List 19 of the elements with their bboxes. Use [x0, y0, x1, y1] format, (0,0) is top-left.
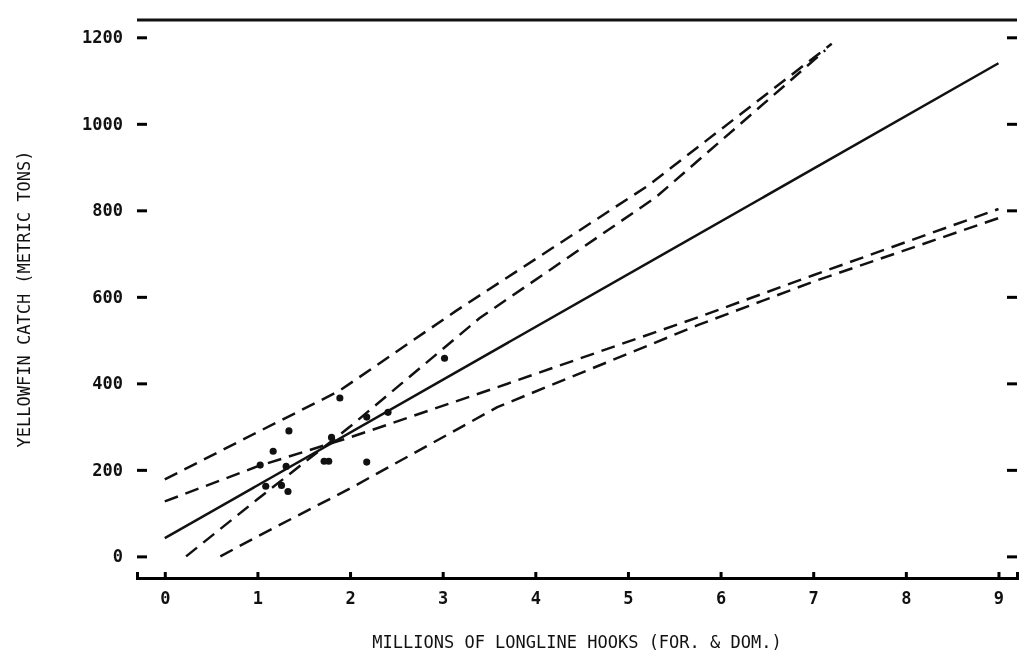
x-tick-label: 5: [623, 588, 634, 609]
x-tick-label: 6: [715, 588, 727, 609]
x-tick-label: 8: [901, 588, 912, 609]
x-tick-label: 4: [530, 588, 541, 609]
y-tick-label: 600: [92, 286, 123, 307]
y-tick-label: 0: [112, 546, 123, 567]
x-tick-label: 1: [252, 588, 264, 609]
y-tick-label: 400: [92, 373, 123, 394]
x-tick-label: 2: [345, 588, 356, 609]
y-axis-title: YELLOWFIN CATCH (METRIC TONS): [14, 150, 34, 448]
y-tick-label: 1000: [82, 113, 123, 134]
y-tick-label: 200: [92, 459, 123, 480]
y-tick-label: 800: [92, 200, 123, 221]
x-tick-label: 7: [808, 588, 819, 609]
x-tick-label: 0: [160, 588, 171, 609]
x-axis-title: MILLIONS OF LONGLINE HOOKS (FOR. & DOM.): [372, 632, 782, 652]
y-tick-label: 1200: [82, 27, 123, 48]
x-tick-label: 3: [438, 588, 449, 609]
x-tick-label: 9: [993, 588, 1005, 609]
